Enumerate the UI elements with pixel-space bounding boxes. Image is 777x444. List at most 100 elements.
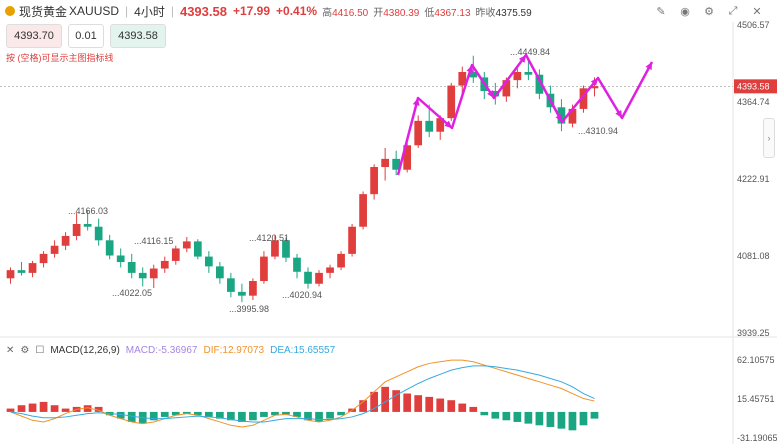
candle-body [94, 226, 103, 241]
macd-histogram-bar [535, 411, 544, 426]
candle-body [249, 281, 257, 296]
prevclose-stat: 昨收4375.59 [475, 7, 532, 19]
buy-price-button[interactable]: 4393.58 [110, 24, 166, 48]
last-price: 4393.58 [179, 3, 227, 19]
brush-icon[interactable]: ✎ [656, 5, 666, 18]
price-change: +17.99 [232, 4, 271, 18]
price-axis-label: 4364.74 [737, 97, 770, 107]
candle-body [502, 80, 511, 97]
candle-body [138, 272, 147, 279]
macd-histogram-bar [127, 411, 136, 422]
chevron-right-icon[interactable]: › [763, 118, 775, 158]
close-icon[interactable]: ✕ [752, 5, 762, 18]
price-axis-label: 4222.91 [737, 174, 770, 184]
macd-histogram-bar [238, 411, 246, 422]
macd-histogram-bar [546, 411, 555, 427]
macd-value: MACD:-5.36967 [125, 344, 198, 356]
macd-histogram-bar [359, 400, 367, 412]
price-annotation: ...3995.98 [229, 304, 269, 314]
candle-body [370, 167, 378, 195]
macd-label: MACD(12,26,9) [50, 344, 120, 356]
macd-histogram-bar [524, 411, 533, 424]
quick-order: 4393.70 0.01 4393.58 [6, 24, 166, 48]
candle-body [436, 118, 445, 132]
macd-histogram-bar [39, 401, 48, 412]
candle-body [293, 257, 301, 272]
gold-logo-icon [5, 6, 15, 16]
candle-body [116, 255, 125, 263]
candle-body [50, 245, 59, 254]
interval-selector[interactable]: 4小时 [134, 4, 165, 19]
macd-histogram-bar [502, 411, 511, 421]
candle-body [491, 91, 500, 97]
candle-body [326, 267, 334, 273]
price-annotation: ...4116.15 [134, 236, 173, 246]
macd-histogram-bar [171, 411, 180, 416]
macd-histogram-bar [326, 411, 334, 419]
wave-arrowhead [518, 55, 526, 63]
macd-header: ✕ ⚙ ☐ MACD(12,26,9) MACD:-5.36967 DIF:12… [0, 342, 341, 358]
macd-histogram-bar [94, 406, 103, 412]
macd-histogram-bar [414, 395, 423, 412]
macd-histogram-bar [6, 408, 15, 412]
candle-body [105, 240, 114, 256]
open-stat: 开4380.39 [373, 7, 420, 19]
candle-body [216, 266, 224, 279]
camera-icon[interactable]: ◉ [680, 5, 690, 18]
wave-arrowhead [590, 78, 598, 86]
candle-body [127, 262, 136, 273]
macd-histogram-bar [447, 400, 456, 412]
candle-body [381, 158, 389, 168]
price-annotation: ...4449.84 [510, 47, 550, 57]
lot-size-input[interactable]: 0.01 [68, 24, 104, 48]
expand-icon[interactable]: ⤢ [728, 4, 738, 17]
wave-arrowhead [444, 120, 452, 128]
macd-axis-label: 62.10575 [737, 355, 775, 365]
macd-axis-label: -31.19065 [737, 433, 777, 443]
symbol-code: XAUUSD [69, 4, 120, 18]
wave-arrowhead [555, 114, 562, 122]
settings-icon[interactable]: ⚙ [704, 5, 714, 18]
collapse-icon[interactable]: ✕ [6, 344, 15, 356]
candle-body [171, 248, 180, 261]
candle-body [458, 71, 467, 86]
macd-histogram-bar [271, 411, 279, 416]
candle-body [513, 71, 522, 81]
price-annotation: ...4120.51 [249, 233, 289, 243]
price-axis-label: 4506.57 [737, 20, 770, 30]
price-annotation: ...4166.03 [68, 206, 108, 216]
macd-histogram-bar [249, 411, 257, 421]
candle-body [149, 268, 158, 279]
toolbar-icons: ✎ ◉ ⚙ ⤢ ✕ [653, 3, 765, 19]
macd-histogram-bar [304, 411, 312, 421]
wave-projection-line [396, 53, 654, 176]
macd-histogram-bar [579, 411, 588, 426]
candle-body [524, 71, 533, 75]
candle-body [579, 88, 588, 109]
wave-arrowhead [412, 98, 420, 106]
macd-histogram-bar [216, 411, 224, 419]
candle-body [17, 270, 26, 273]
candle-body [447, 85, 456, 119]
candle-body [282, 240, 290, 258]
macd-histogram-bar [425, 396, 434, 412]
price-axis-label: 4081.08 [737, 251, 770, 261]
gear-icon[interactable]: ⚙ [20, 344, 30, 356]
eye-icon[interactable]: ☐ [35, 344, 45, 356]
candle-body [6, 270, 15, 279]
macd-histogram-bar [403, 393, 412, 412]
candle-body [39, 253, 48, 264]
macd-histogram-bar [590, 411, 599, 419]
candle-body [28, 263, 37, 273]
macd-histogram-bar [182, 411, 191, 414]
macd-histogram-bar [568, 411, 577, 431]
candle-body [469, 71, 478, 78]
wave-arrowhead [487, 90, 494, 98]
macd-axis-label: 15.45751 [737, 394, 775, 404]
instrument-title[interactable]: 现货黄金 [19, 4, 68, 19]
sell-price-button[interactable]: 4393.70 [6, 24, 62, 48]
candle-body [392, 158, 401, 170]
candle-body [160, 260, 169, 269]
macd-histogram-bar [28, 403, 37, 412]
